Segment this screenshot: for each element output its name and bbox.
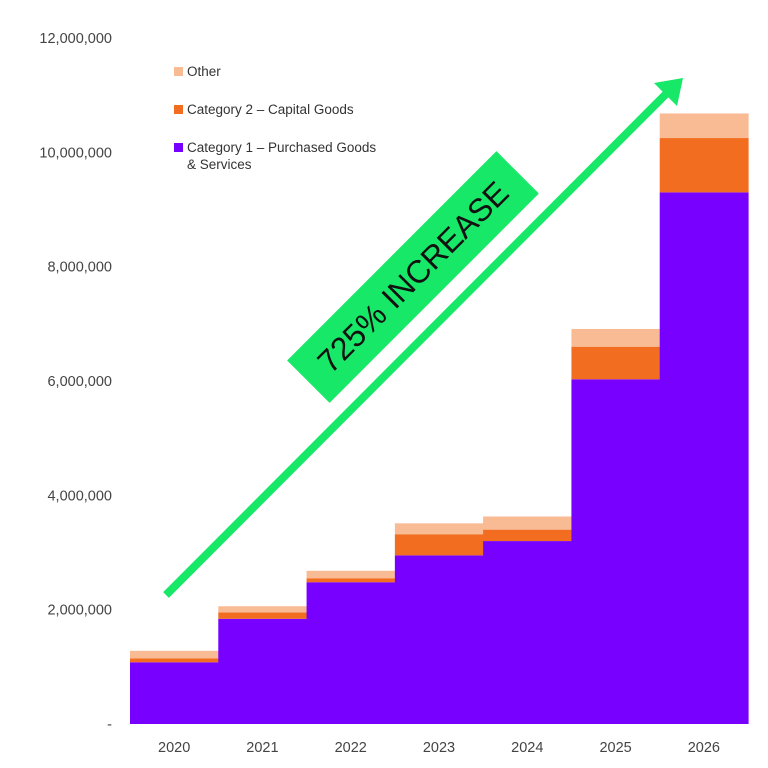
area-segment-2020-series-2 bbox=[130, 658, 219, 663]
area-segment-2025-series-2 bbox=[571, 346, 661, 380]
y-axis: - 2,000,000 4,000,000 6,000,000 8,000,000 10,… bbox=[39, 31, 112, 733]
area-segment-2021-series-3 bbox=[218, 606, 308, 613]
increase-arrow-shaft bbox=[163, 89, 671, 598]
legend-label-other: Other bbox=[187, 64, 221, 79]
increase-arrow-head bbox=[654, 78, 683, 106]
area-segment-2024-series-1 bbox=[483, 541, 573, 724]
legend: Other Category 2 – Capital Goods Category … bbox=[174, 64, 376, 172]
area-segment-2022-series-3 bbox=[306, 570, 396, 579]
area-segment-2020-series-3 bbox=[130, 650, 219, 659]
legend-label-category-1-purchased-goods-services: Category 1 – Purchased Goods & Services bbox=[187, 140, 376, 172]
increase-banner: 725% INCREASE bbox=[287, 151, 539, 403]
y-tick-label: 10,000,000 bbox=[39, 145, 112, 161]
area-segment-2021-series-1 bbox=[218, 618, 308, 724]
area-segment-2022-series-2 bbox=[306, 578, 396, 583]
legend-swatch-category-2-capital-goods bbox=[174, 105, 183, 114]
area-segment-2023-series-2 bbox=[394, 534, 484, 556]
area-segment-2023-series-1 bbox=[394, 555, 484, 724]
x-tick-label-2025: 2025 bbox=[599, 740, 631, 756]
area-segment-2026-series-1 bbox=[659, 192, 749, 725]
y-tick-label: - bbox=[107, 717, 112, 733]
increase-banner-box bbox=[287, 151, 539, 403]
legend-swatch-category-1-purchased-goods-services bbox=[174, 143, 183, 152]
legend-label-category-2-capital-goods: Category 2 – Capital Goods bbox=[187, 102, 354, 117]
y-tick-label: 2,000,000 bbox=[47, 603, 112, 619]
y-tick-label: 12,000,000 bbox=[39, 31, 112, 47]
y-tick-label: 4,000,000 bbox=[47, 488, 112, 504]
area-segment-2023-series-3 bbox=[394, 523, 484, 535]
legend-swatch-other bbox=[174, 67, 183, 76]
x-tick-label-2022: 2022 bbox=[335, 740, 367, 756]
x-tick-label-2021: 2021 bbox=[246, 740, 278, 756]
x-tick-label-2026: 2026 bbox=[688, 740, 720, 756]
area-segment-2021-series-2 bbox=[218, 612, 308, 619]
chart-areas bbox=[130, 113, 749, 725]
x-tick-label-2020: 2020 bbox=[158, 740, 190, 756]
area-segment-2026-series-3 bbox=[659, 113, 749, 139]
y-tick-label: 8,000,000 bbox=[47, 260, 112, 276]
y-tick-label: 6,000,000 bbox=[47, 374, 112, 390]
area-segment-2020-series-1 bbox=[130, 662, 219, 724]
area-segment-2026-series-2 bbox=[659, 138, 749, 193]
x-axis: 2020 2021 2022 2023 2024 2025 2026 bbox=[158, 740, 720, 756]
area-segment-2025-series-1 bbox=[571, 379, 661, 724]
area-segment-2024-series-3 bbox=[483, 516, 573, 530]
x-tick-label-2023: 2023 bbox=[423, 740, 455, 756]
area-segment-2022-series-1 bbox=[306, 582, 396, 724]
area-segment-2024-series-2 bbox=[483, 529, 573, 542]
area-segment-2025-series-3 bbox=[571, 328, 661, 347]
x-tick-label-2024: 2024 bbox=[511, 740, 543, 756]
